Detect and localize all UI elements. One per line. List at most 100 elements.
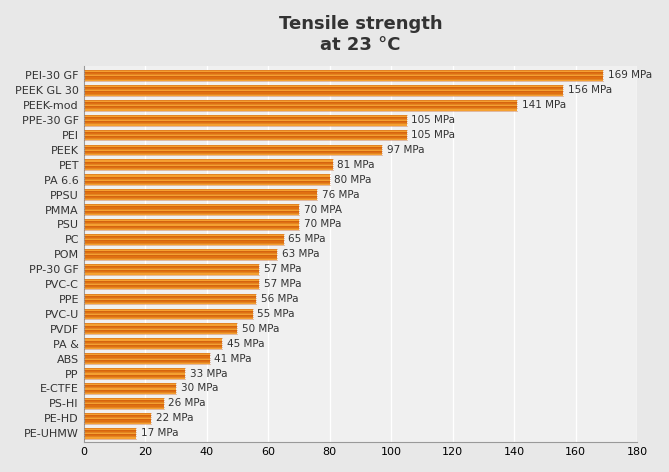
Bar bbox=[84, 119, 407, 121]
Bar bbox=[84, 371, 185, 372]
Bar bbox=[84, 355, 210, 358]
Bar bbox=[84, 406, 164, 409]
Bar bbox=[84, 421, 151, 424]
Text: 156 MPa: 156 MPa bbox=[568, 85, 612, 95]
Bar bbox=[84, 340, 222, 343]
Text: 55 MPa: 55 MPa bbox=[258, 309, 295, 319]
Bar bbox=[84, 383, 176, 385]
Bar bbox=[84, 398, 164, 400]
Bar bbox=[84, 430, 136, 432]
Bar bbox=[84, 375, 185, 377]
Bar bbox=[84, 388, 176, 389]
Bar bbox=[84, 413, 151, 415]
Bar bbox=[84, 213, 299, 215]
Bar bbox=[84, 313, 253, 315]
Text: 41 MPa: 41 MPa bbox=[215, 354, 252, 363]
Bar bbox=[84, 85, 563, 87]
Bar bbox=[84, 194, 317, 196]
Bar bbox=[84, 161, 332, 164]
Bar bbox=[84, 353, 210, 355]
Bar bbox=[84, 268, 259, 270]
Bar bbox=[84, 272, 259, 275]
Bar bbox=[84, 168, 332, 170]
Bar bbox=[84, 326, 237, 328]
Bar bbox=[84, 298, 256, 300]
Bar bbox=[84, 405, 164, 406]
Bar bbox=[84, 266, 259, 268]
Text: 57 MPa: 57 MPa bbox=[264, 279, 301, 289]
Bar bbox=[84, 106, 517, 109]
Bar bbox=[84, 219, 299, 221]
Bar bbox=[84, 100, 517, 102]
Bar bbox=[84, 123, 407, 126]
Bar bbox=[84, 358, 210, 360]
Bar bbox=[84, 181, 330, 183]
Bar bbox=[84, 72, 603, 74]
Bar bbox=[84, 338, 222, 340]
Bar bbox=[84, 134, 407, 136]
Bar bbox=[84, 328, 237, 330]
Bar bbox=[84, 221, 299, 223]
Bar bbox=[84, 236, 284, 238]
Bar bbox=[84, 255, 278, 258]
Bar bbox=[84, 294, 256, 296]
Bar bbox=[84, 177, 330, 179]
Bar bbox=[84, 402, 164, 405]
Bar bbox=[84, 300, 256, 302]
Bar bbox=[84, 121, 407, 123]
Text: 57 MPa: 57 MPa bbox=[264, 264, 301, 274]
Text: 141 MPa: 141 MPa bbox=[522, 100, 566, 110]
Bar bbox=[84, 345, 222, 347]
Bar bbox=[84, 130, 407, 132]
Bar bbox=[84, 76, 603, 79]
Text: 105 MPa: 105 MPa bbox=[411, 130, 455, 140]
Text: 169 MPa: 169 MPa bbox=[608, 70, 652, 80]
Bar bbox=[84, 360, 210, 362]
Bar bbox=[84, 317, 253, 319]
Text: 80 MPa: 80 MPa bbox=[334, 175, 372, 185]
Bar bbox=[84, 419, 151, 421]
Bar bbox=[84, 432, 136, 434]
Bar bbox=[84, 149, 382, 151]
Bar bbox=[84, 372, 185, 375]
Bar bbox=[84, 243, 284, 245]
Text: 30 MPa: 30 MPa bbox=[181, 383, 218, 394]
Bar bbox=[84, 238, 284, 240]
Bar bbox=[84, 347, 222, 349]
Text: 70 MPA: 70 MPA bbox=[304, 204, 342, 215]
Bar bbox=[84, 428, 136, 430]
Text: 45 MPa: 45 MPa bbox=[227, 339, 264, 349]
Bar bbox=[84, 392, 176, 394]
Bar bbox=[84, 251, 278, 253]
Bar bbox=[84, 285, 259, 287]
Bar bbox=[84, 323, 237, 326]
Bar bbox=[84, 132, 407, 134]
Bar bbox=[84, 79, 603, 81]
Bar bbox=[84, 223, 299, 226]
Bar bbox=[84, 226, 299, 228]
Bar bbox=[84, 240, 284, 243]
Bar bbox=[84, 437, 136, 438]
Bar bbox=[84, 332, 237, 334]
Bar bbox=[84, 270, 259, 272]
Bar bbox=[84, 234, 284, 236]
Bar bbox=[84, 70, 603, 72]
Bar bbox=[84, 192, 317, 194]
Bar bbox=[84, 153, 382, 155]
Bar bbox=[84, 264, 259, 266]
Bar bbox=[84, 362, 210, 364]
Bar bbox=[84, 138, 407, 140]
Bar bbox=[84, 283, 259, 285]
Bar bbox=[84, 189, 317, 192]
Bar bbox=[84, 102, 517, 104]
Bar bbox=[84, 164, 332, 166]
Bar bbox=[84, 389, 176, 392]
Text: 26 MPa: 26 MPa bbox=[169, 398, 206, 408]
Bar bbox=[84, 253, 278, 255]
Bar bbox=[84, 315, 253, 317]
Text: 56 MPa: 56 MPa bbox=[260, 294, 298, 304]
Bar bbox=[84, 415, 151, 417]
Bar bbox=[84, 206, 299, 209]
Bar bbox=[84, 147, 382, 149]
Bar bbox=[84, 330, 237, 332]
